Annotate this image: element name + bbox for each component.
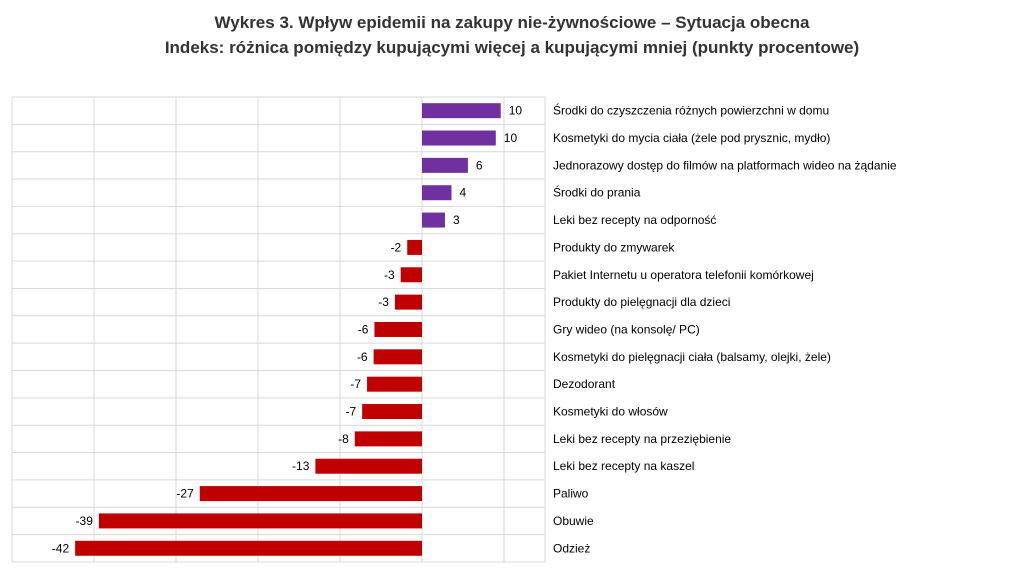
bar bbox=[422, 212, 445, 228]
category-label: Pakiet Internetu u operatora telefonii k… bbox=[553, 268, 814, 282]
bar bbox=[199, 486, 422, 502]
data-label: -39 bbox=[76, 514, 94, 528]
data-label: 10 bbox=[504, 131, 518, 145]
bar bbox=[422, 103, 501, 119]
data-label: -3 bbox=[378, 295, 389, 309]
chart-title: Wykres 3. Wpływ epidemii na zakupy nie-ż… bbox=[214, 13, 810, 32]
category-label: Odzież bbox=[553, 541, 590, 555]
data-label: -8 bbox=[338, 432, 349, 446]
data-label: -42 bbox=[52, 541, 70, 555]
data-label: 3 bbox=[453, 213, 460, 227]
bar bbox=[373, 349, 422, 365]
category-label: Paliwo bbox=[553, 487, 589, 501]
chart-subtitle: Indeks: różnica pomiędzy kupującymi więc… bbox=[164, 38, 860, 57]
bar bbox=[98, 513, 423, 529]
data-label: 6 bbox=[476, 158, 483, 172]
bar bbox=[422, 157, 468, 173]
bar bbox=[400, 267, 422, 283]
category-label: Leki bez recepty na odporność bbox=[553, 213, 716, 227]
data-label: -3 bbox=[384, 268, 395, 282]
bar bbox=[362, 404, 422, 420]
bar bbox=[367, 376, 422, 392]
category-label: Leki bez recepty na przeziębienie bbox=[553, 432, 731, 446]
category-label: Gry wideo (na konsolę/ PC) bbox=[553, 322, 700, 336]
category-label: Kosmetyki do włosów bbox=[553, 405, 668, 419]
category-label: Produkty do zmywarek bbox=[553, 240, 675, 254]
bar bbox=[394, 294, 422, 310]
data-label: -6 bbox=[357, 350, 368, 364]
bar bbox=[374, 321, 422, 337]
category-label: Kosmetyki do pielęgnacji ciała (balsamy,… bbox=[553, 350, 831, 364]
category-label: Kosmetyki do mycia ciała (żele pod prysz… bbox=[553, 131, 830, 145]
data-label: 10 bbox=[509, 104, 523, 118]
category-label: Jednorazowy dostęp do filmów na platform… bbox=[553, 158, 897, 172]
data-label: -2 bbox=[391, 240, 402, 254]
category-label: Leki bez recepty na kaszel bbox=[553, 459, 694, 473]
data-label: -7 bbox=[350, 377, 361, 391]
bar bbox=[315, 458, 422, 474]
category-label: Produkty do pielęgnacji dla dzieci bbox=[553, 295, 730, 309]
data-label: -6 bbox=[358, 322, 369, 336]
data-label: -13 bbox=[292, 459, 310, 473]
data-label: -27 bbox=[176, 487, 194, 501]
category-label: Dezodorant bbox=[553, 377, 616, 391]
category-label: Środki do czyszczenia różnych powierzchn… bbox=[553, 103, 829, 118]
category-label: Środki do prania bbox=[553, 185, 641, 200]
bar bbox=[75, 540, 422, 556]
bar bbox=[422, 185, 452, 201]
category-label: Obuwie bbox=[553, 514, 594, 528]
data-label: -7 bbox=[345, 405, 356, 419]
bar bbox=[407, 239, 422, 255]
bar bbox=[354, 431, 422, 447]
bar bbox=[422, 130, 496, 146]
data-label: 4 bbox=[460, 186, 467, 200]
